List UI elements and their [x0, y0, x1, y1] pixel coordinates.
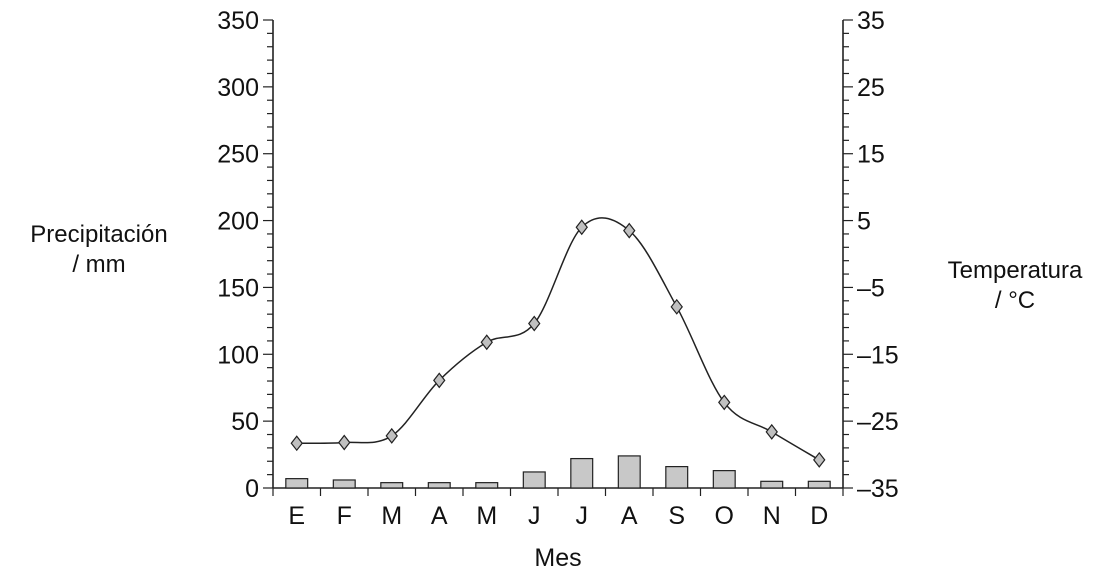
x-tick-label: J	[576, 502, 589, 530]
right-tick-label: 5	[857, 208, 871, 236]
temperature-marker	[670, 298, 683, 315]
right-axis-title-line1: Temperatura	[947, 257, 1083, 284]
x-tick-label: E	[288, 502, 305, 530]
left-tick-label: 250	[217, 141, 259, 169]
precipitation-bar	[760, 480, 784, 489]
precipitation-bar	[665, 466, 689, 489]
x-tick-label: S	[668, 502, 685, 530]
temperature-markers	[290, 219, 826, 468]
left-tick-label: 200	[217, 208, 259, 236]
temperature-marker	[480, 334, 493, 351]
left-tick-label: 100	[217, 341, 259, 369]
precipitation-bar	[570, 457, 594, 489]
precipitation-bar	[285, 478, 309, 489]
right-tick-label: –15	[857, 341, 899, 369]
x-tick-label: D	[810, 502, 828, 530]
precipitation-bar	[617, 455, 641, 489]
x-tick-label: N	[763, 502, 781, 530]
temperature-marker	[575, 219, 588, 236]
temperature-marker	[433, 372, 446, 389]
x-tick-label: M	[381, 502, 402, 530]
axes	[263, 19, 853, 496]
precipitation-bar	[807, 480, 831, 489]
x-tick-label: A	[431, 502, 448, 530]
temperature-marker	[623, 222, 636, 239]
right-axis-title: Temperatura / °C	[925, 256, 1105, 316]
right-tick-label: –25	[857, 408, 899, 436]
right-tick-label: –35	[857, 475, 899, 503]
left-tick-label: 50	[231, 408, 259, 436]
x-tick-label: F	[337, 502, 352, 530]
left-axis-title: Precipitación / mm	[6, 220, 192, 280]
right-axis-title-line2: / °C	[994, 287, 1036, 314]
left-tick-label: 300	[217, 74, 259, 102]
temperature-marker	[718, 394, 731, 411]
x-tick-label: M	[476, 502, 497, 530]
precipitation-bar	[712, 470, 736, 489]
temperature-line	[296, 217, 820, 461]
temperature-curve	[296, 217, 820, 461]
precipitation-bar	[475, 482, 499, 489]
precipitation-bar	[427, 482, 451, 489]
temperature-marker	[385, 427, 398, 444]
x-tick-label: J	[528, 502, 541, 530]
right-tick-label: –5	[857, 274, 885, 302]
x-axis-title: Mes	[534, 544, 581, 572]
right-tick-label: 35	[857, 7, 885, 35]
left-tick-label: 0	[245, 475, 259, 503]
x-tick-label: O	[715, 502, 734, 530]
right-tick-label: 25	[857, 74, 885, 102]
right-tick-label: 15	[857, 141, 885, 169]
precipitation-bar	[332, 479, 356, 489]
precipitation-bar	[522, 471, 546, 489]
left-tick-label: 350	[217, 7, 259, 35]
temperature-marker	[338, 434, 351, 451]
left-axis-title-line1: Precipitación	[30, 221, 168, 248]
precipitation-bar	[380, 482, 404, 489]
precipitation-bars	[285, 455, 831, 489]
left-tick-label: 150	[217, 274, 259, 302]
temperature-marker	[528, 315, 541, 332]
temperature-marker	[290, 435, 303, 452]
axis-labels: 0 50 100 150 200 250 300 350 –35 –25 –15 –5 5 15 25 35 E…	[217, 7, 898, 572]
x-tick-label: A	[621, 502, 638, 530]
temperature-marker	[813, 451, 826, 468]
left-axis-title-line2: / mm	[72, 251, 126, 278]
temperature-marker	[765, 423, 778, 440]
